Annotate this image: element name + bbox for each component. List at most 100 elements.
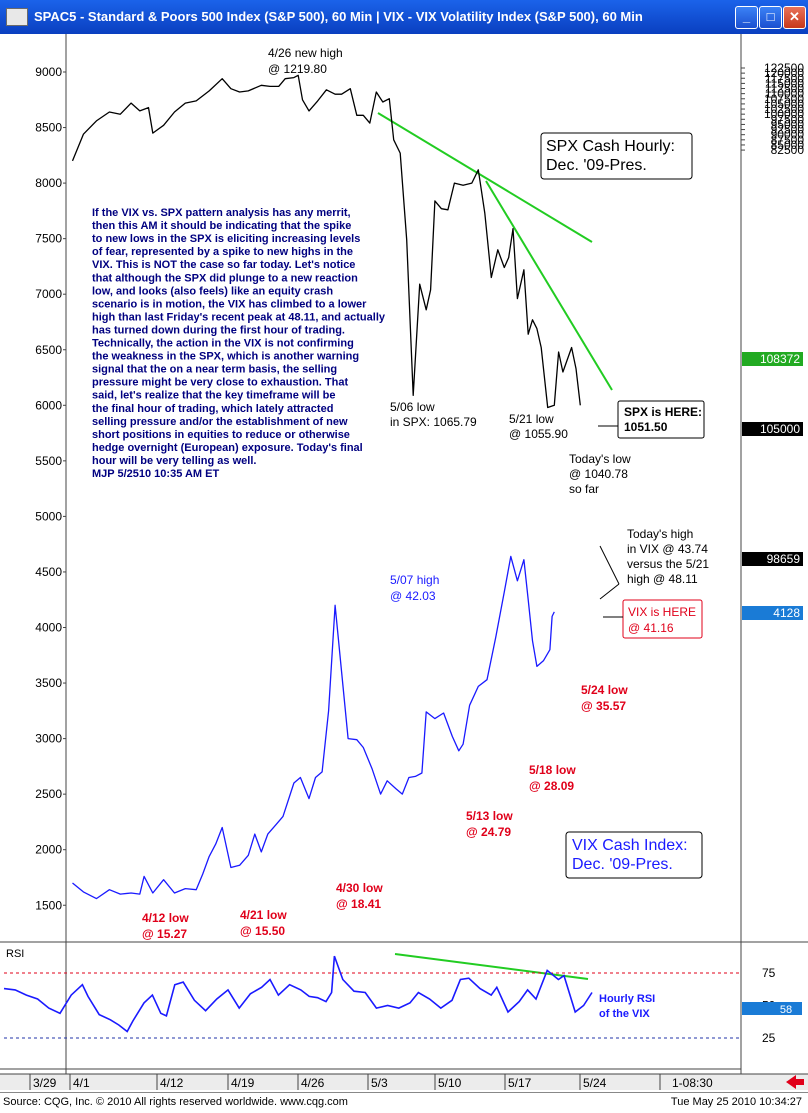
trend-line [485, 180, 613, 391]
vix-series-line [72, 555, 555, 900]
vix-low-524-label: 5/24 low [581, 683, 628, 697]
rsi-tick-label: 75 [762, 966, 776, 980]
spx-low-521-label: @ 1055.90 [509, 427, 568, 441]
commentary-line: Technically, the action in the VIX is no… [92, 338, 354, 350]
vix-high-507-label: @ 42.03 [390, 589, 436, 603]
spx-high-label: @ 1219.80 [268, 62, 327, 76]
commentary-line: pressure might be very close to exhausti… [92, 377, 348, 389]
x-tick-label: 4/26 [301, 1076, 325, 1090]
commentary-line: the final hour of trading, which lately … [92, 403, 333, 415]
left-tick-label: 9000 [35, 65, 62, 79]
spx-title-label: Dec. '09-Pres. [546, 157, 647, 174]
x-tick-label: 4/1 [73, 1076, 90, 1090]
commentary-line: hour will be very telling as well. [92, 455, 256, 467]
commentary-line: signal that the on a near term basis, th… [92, 364, 337, 376]
commentary-line: MJP 5/2510 10:35 AM ET [92, 468, 219, 480]
spx-title-box [540, 132, 693, 180]
vix-low-430-label: @ 18.41 [336, 897, 381, 911]
right-tick-label: 95000 [771, 117, 805, 131]
vix-low-421-label: 4/21 low [240, 908, 287, 922]
right-tick-label: 120000 [764, 66, 804, 80]
left-tick-label: 8500 [35, 121, 62, 135]
vix-here-box [622, 599, 703, 639]
spx-high-label: 4/26 new high [268, 46, 343, 60]
right-tick-label: 85000 [771, 138, 805, 152]
spx-low-506-label: in SPX: 1065.79 [390, 415, 477, 429]
right-tick-label: 100000 [764, 107, 804, 121]
spx-today-low-label: @ 1040.78 [569, 467, 628, 481]
spx-low-506-label: 5/06 low [390, 400, 435, 414]
left-tick-label: 3000 [35, 732, 62, 746]
vix-today-high-label: high @ 48.11 [627, 572, 698, 586]
vix-title-label: Dec. '09-Pres. [572, 856, 673, 873]
spx-series-line [71, 74, 581, 409]
spx-level-badge [742, 422, 803, 436]
commentary-line: scenario is in motion, the VIX has climb… [92, 298, 367, 310]
vix-high-pointer [599, 583, 620, 600]
commentary-line: then this AM it should be indicating tha… [92, 220, 351, 232]
x-tick-label: 5/24 [583, 1076, 607, 1090]
left-tick-label: 7000 [35, 287, 62, 301]
close-button[interactable]: ✕ [783, 6, 806, 29]
vix-low-430-label: 4/30 low [336, 881, 383, 895]
vix-level-badge [742, 606, 803, 620]
right-tick-label: 110000 [765, 87, 804, 101]
right-tick-label: 107500 [764, 92, 804, 106]
vix-level-badge-text: 4128 [773, 606, 800, 620]
vix-low-518-label: @ 28.09 [529, 779, 574, 793]
left-tick-label: 2500 [35, 787, 62, 801]
x-tick-label: 5/3 [371, 1076, 388, 1090]
vix-low-518-label: 5/18 low [529, 763, 576, 777]
left-tick-label: 1500 [35, 898, 62, 912]
commentary-line: of fear, represented by a spike to new h… [92, 246, 353, 258]
right-tick-label: 112500 [765, 82, 804, 96]
vix-low-513-label: @ 24.79 [466, 825, 511, 839]
right-tick-label: 92500 [771, 123, 805, 137]
spx-today-low-label: so far [569, 482, 599, 496]
vix-high-pointer [599, 545, 620, 585]
left-tick-label: 4000 [35, 621, 62, 635]
spx-here-label: SPX is HERE: [624, 405, 702, 419]
vix-here-label: @ 41.16 [628, 621, 674, 635]
x-tick-label: 5/17 [508, 1076, 532, 1090]
maximize-button[interactable]: □ [759, 6, 782, 29]
vix-today-high-label: versus the 5/21 [627, 557, 709, 571]
rsi-badge-text: 58 [780, 1004, 792, 1016]
commentary-line: has turned down during the first hour of… [92, 324, 345, 336]
rsi-series-line [3, 955, 593, 1033]
left-tick-label: 7500 [35, 232, 62, 246]
right-tick-label: 82500 [771, 143, 805, 157]
right-tick-label: 97500 [771, 112, 805, 126]
commentary-line: short positions in equities to reduce or… [92, 429, 350, 441]
commentary-line: said, let's realize that the key timefra… [92, 390, 336, 402]
left-tick-label: 3500 [35, 676, 62, 690]
right-tick-label: 87500 [771, 133, 805, 147]
commentary-line: low, and looks (also feels) like an equi… [92, 285, 333, 297]
footer-bar: Source: CQG, Inc. © 2010 All rights rese… [0, 1092, 808, 1113]
trend-line [377, 112, 593, 243]
spx-here-box [617, 400, 705, 439]
app-icon [6, 8, 28, 26]
window-title: SPAC5 - Standard & Poors 500 Index (S&P … [34, 9, 643, 24]
commentary-line: that although the SPX did plunge to a ne… [92, 272, 358, 284]
right-tick-label: 117500 [765, 71, 804, 85]
vix-here-label: VIX is HERE [628, 605, 696, 619]
x-extra-label: 1-08:30 [672, 1076, 713, 1090]
right-tick-label: 122500 [764, 61, 804, 75]
rsi-trend-line [394, 953, 589, 980]
left-tick-label: 6000 [35, 398, 62, 412]
minimize-button[interactable]: _ [735, 6, 758, 29]
x-tick-label: 4/19 [231, 1076, 255, 1090]
vix-high-507-label: 5/07 high [390, 573, 439, 587]
left-tick-label: 5000 [35, 509, 62, 523]
rsi-panel-label: RSI [6, 948, 24, 960]
commentary-line: to new lows in the SPX is eliciting incr… [92, 233, 360, 245]
commentary-line: If the VIX vs. SPX pattern analysis has … [92, 207, 351, 219]
chart-area: 9000 8500 8000 7500 7000 6500 6000 5500 5000 4500… [0, 34, 808, 1090]
vix-low-524-label: @ 35.57 [581, 699, 626, 713]
spx-low-521-label: 5/21 low [509, 412, 554, 426]
vix-low-513-label: 5/13 low [466, 809, 513, 823]
commentary-line: VIX. This is NOT the case so far today. … [92, 259, 355, 271]
right-tick-label: 115000 [765, 76, 804, 90]
vix-last-badge [742, 552, 803, 566]
